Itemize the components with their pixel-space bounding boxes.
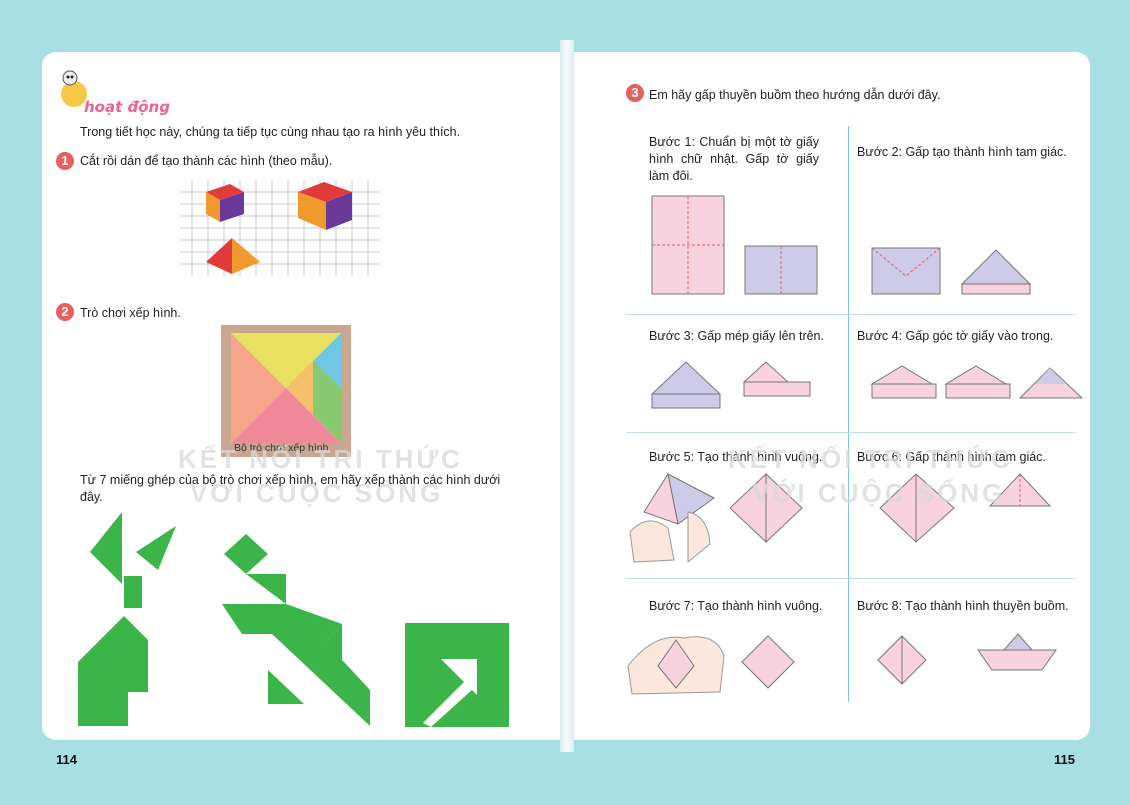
- step-3-illustration: [650, 361, 811, 409]
- step-5-illustration: [629, 472, 803, 564]
- step-7-illustration: [627, 635, 795, 695]
- steps-divider-2: [626, 432, 1076, 433]
- tangram-set-figure: [221, 325, 351, 457]
- task2-number: 2: [56, 303, 74, 321]
- step-4-illustration: [870, 365, 1084, 399]
- mascot-icon: [61, 70, 87, 107]
- step-1-illustration: [651, 195, 818, 295]
- tangram-rabbit-figure: [78, 512, 176, 726]
- step-8-illustration: [877, 633, 1057, 685]
- step-6-label: Bước 6: Gấp thành hình tam giác.: [857, 450, 1046, 464]
- shape-grid-figure: [180, 180, 380, 276]
- steps-divider-3: [626, 578, 1076, 579]
- activity-title: hoạt động: [84, 98, 170, 116]
- step-2-illustration: [871, 247, 1032, 295]
- steps-divider-vertical: [848, 126, 849, 702]
- watermark-line1-right: KẾT NỐI TRI THỨC: [728, 444, 1013, 474]
- step-1-label: Bước 1: Chuẩn bị một tờ giấy hình chữ nh…: [649, 135, 819, 183]
- task2-prompt: Từ 7 miếng ghép của bộ trò chơi xếp hình…: [80, 473, 501, 504]
- tangram-caption: Bộ trò chơi xếp hình: [234, 442, 329, 454]
- book-gutter: [560, 40, 574, 752]
- watermark-line2-right: VỚI CUỘC SỐNG: [752, 478, 1006, 508]
- step-3-label: Bước 3: Gấp mép giấy lên trên.: [649, 329, 824, 343]
- step-7-label: Bước 7: Tạo thành hình vuông.: [649, 599, 823, 613]
- step-4-label: Bước 4: Gấp góc tờ giấy vào trong.: [857, 329, 1054, 343]
- task3-text: Em hãy gấp thuyền buồm theo hướng dẫn dư…: [649, 88, 941, 102]
- page-number-left: 114: [56, 752, 77, 767]
- step-8-label: Bước 8: Tạo thành hình thuyền buồm.: [857, 599, 1069, 613]
- watermark-line2-left: VỚI CUỘC SỐNG: [190, 478, 444, 508]
- tangram-runner-figure: [222, 534, 370, 726]
- task1-number: 1: [56, 152, 74, 170]
- step-6-illustration: [879, 473, 1052, 543]
- page-number-right: 115: [1054, 752, 1075, 767]
- watermark-line1-left: KẾT NỐI TRI THỨC: [178, 444, 463, 474]
- task1-text: Cắt rồi dán để tạo thành các hình (theo …: [80, 154, 333, 168]
- step-5-label: Bước 5: Tạo thành hình vuông.: [649, 450, 823, 464]
- steps-divider-1: [626, 314, 1076, 315]
- task2-text: Trò chơi xếp hình.: [80, 306, 181, 320]
- tangram-arrow-square-figure: [405, 623, 509, 727]
- step-2-label: Bước 2: Gấp tạo thành hình tam giác.: [857, 145, 1067, 159]
- task3-number: 3: [626, 84, 644, 102]
- intro-text: Trong tiết học này, chúng ta tiếp tục cù…: [80, 125, 461, 139]
